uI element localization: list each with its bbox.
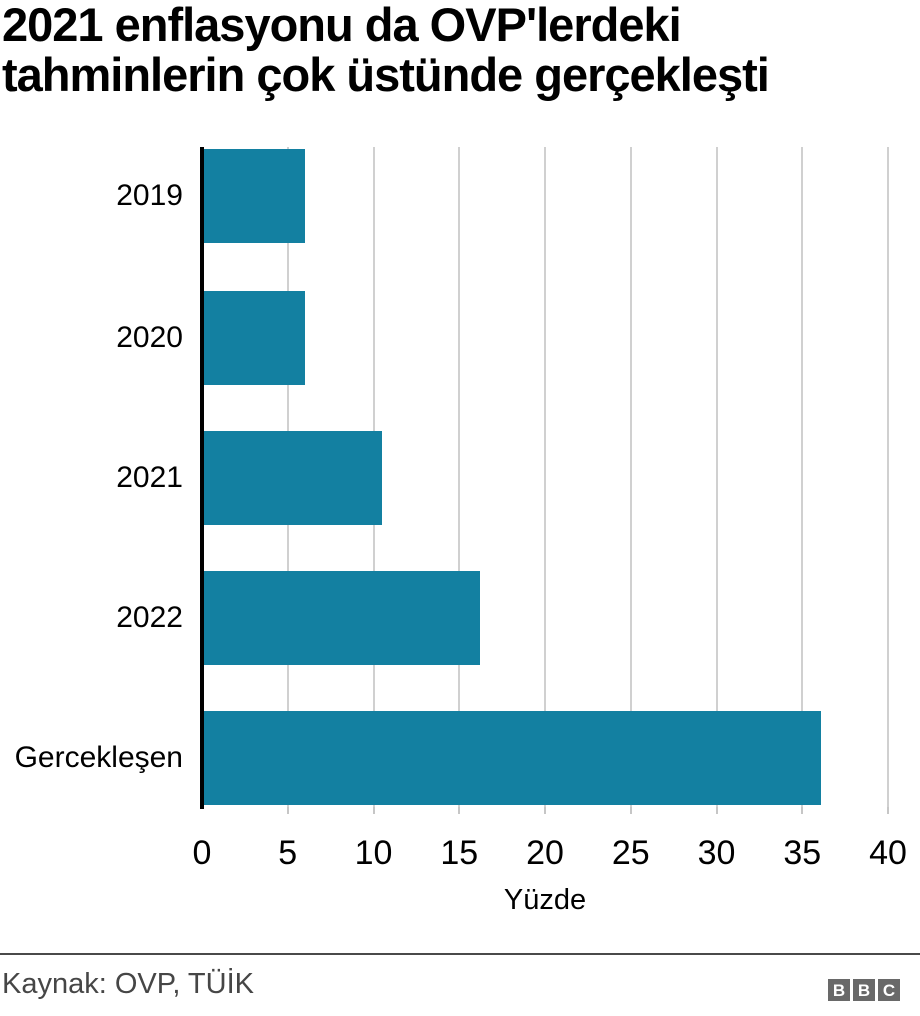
bar-2019 [204, 149, 305, 243]
chart-title: 2021 enflasyonu da OVP'lerdeki tahminler… [2, 0, 882, 100]
x-tick-15 [458, 807, 461, 814]
category-label-2019: 2019 [116, 179, 183, 212]
gridline-20 [544, 147, 546, 807]
x-tick-label-5: 5 [278, 834, 298, 872]
x-tick-5 [286, 807, 289, 814]
x-tick-40 [887, 807, 889, 814]
x-tick-label-20: 20 [526, 834, 564, 872]
x-tick-label-25: 25 [611, 834, 650, 872]
bar-2022 [204, 571, 480, 665]
x-tick-label-40: 40 [869, 834, 907, 872]
category-label-2022: 2022 [116, 601, 183, 634]
bbc-logo-block-1: B [828, 979, 850, 1001]
chart-title-line-2: tahminlerin çok üstünde gerçekleşti [2, 48, 770, 101]
x-tick-10 [372, 807, 375, 814]
category-label-2020: 2020 [116, 321, 183, 354]
gridline-25 [629, 147, 632, 807]
x-tick-label-35: 35 [783, 834, 822, 872]
x-tick-35 [801, 807, 804, 814]
chart-title-line-1: 2021 enflasyonu da OVP'lerdeki [2, 0, 682, 51]
x-tick-label-30: 30 [697, 834, 736, 872]
bar-2020 [204, 291, 305, 385]
category-label-Gercekleşen: Gercekleşen [14, 741, 183, 774]
x-tick-label-15: 15 [440, 834, 479, 872]
bar-2021 [204, 431, 382, 525]
bbc-logo-block-2: B [853, 979, 875, 1001]
bar-Gercekleşen [204, 711, 821, 805]
x-tick-20 [544, 807, 546, 814]
gridline-35 [801, 147, 804, 807]
source-text: Kaynak: OVP, TÜİK [2, 968, 254, 1000]
category-label-2021: 2021 [116, 461, 183, 494]
bbc-logo-block-3: C [878, 979, 900, 1001]
x-axis-title: Yüzde [503, 884, 587, 916]
gridline-40 [887, 147, 889, 807]
gridline-15 [458, 147, 461, 807]
x-tick-25 [629, 807, 632, 814]
x-tick-label-10: 10 [354, 834, 393, 872]
x-tick-label-0: 0 [192, 834, 212, 872]
x-tick-30 [715, 807, 718, 814]
footer-divider [0, 953, 920, 955]
gridline-30 [715, 147, 718, 807]
y-axis-line [200, 147, 204, 809]
